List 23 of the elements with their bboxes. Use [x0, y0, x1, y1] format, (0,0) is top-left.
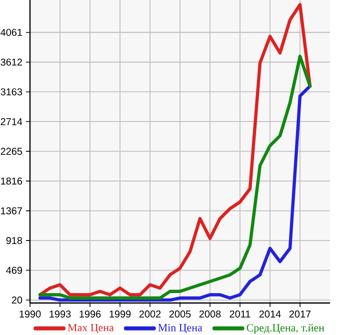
- y-tick-label: 20: [12, 296, 22, 304]
- legend-label: Max Цена: [68, 324, 114, 334]
- y-tick-label: 1367: [1, 207, 22, 214]
- x-tick-label: 1990: [20, 310, 41, 318]
- x-tick-label: 2017: [289, 310, 311, 318]
- x-tick-label: 1996: [80, 310, 101, 318]
- x-tick-label: 2008: [199, 310, 221, 318]
- x-tick-label: 2002: [139, 310, 161, 318]
- y-tick-label: 3163: [0, 88, 22, 96]
- x-tick-label: 2011: [230, 310, 250, 318]
- x-tick-label: 2005: [169, 310, 191, 318]
- y-tick-label: 1816: [1, 178, 22, 185]
- x-tick-label: 1999: [110, 310, 131, 318]
- y-tick-label: 3612: [0, 58, 22, 66]
- x-tick-label: 2014: [259, 310, 281, 318]
- y-tick-label: 4061: [0, 28, 22, 36]
- y-tick-label: 2265: [0, 148, 22, 155]
- legend-label: Сред.Цена, т.йен: [246, 324, 324, 334]
- y-tick-label: 918: [6, 237, 22, 244]
- legend-label: Min Цена: [158, 324, 202, 334]
- x-tick-label: 1993: [50, 310, 71, 318]
- y-tick-label: 2714: [0, 118, 22, 126]
- y-tick-label: 469: [6, 266, 22, 274]
